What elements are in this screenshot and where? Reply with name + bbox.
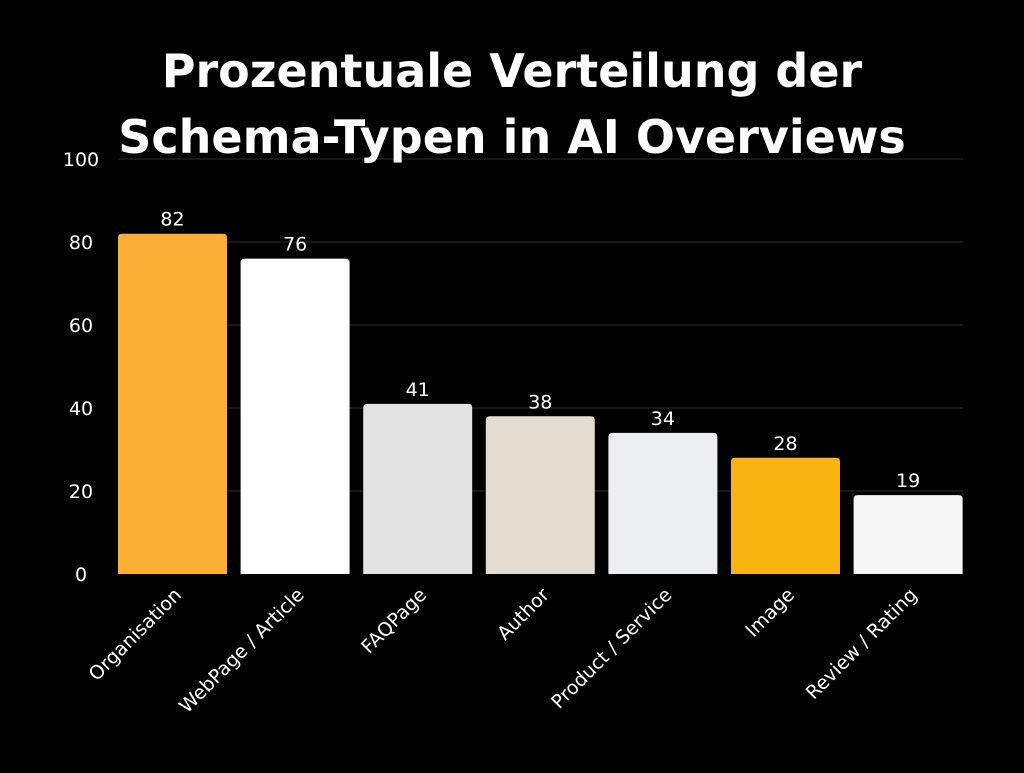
bar-webpage-article (240, 258, 350, 574)
category-label-image: Image (741, 584, 799, 642)
data-label-webpage-article: 76 (283, 234, 307, 256)
y-tick-label-60: 60 (69, 315, 93, 337)
data-label-image: 28 (773, 433, 797, 455)
category-label-webpage-article: WebPage / Article (175, 584, 309, 718)
category-label-review-rating: Review / Rating (802, 584, 922, 704)
bars (118, 233, 963, 574)
y-tick-label-0: 0 (75, 564, 87, 586)
bar-organisation (118, 233, 227, 574)
data-label-product-service: 34 (651, 408, 675, 430)
bar-author (485, 416, 595, 574)
y-tick-label-100: 100 (63, 149, 99, 171)
y-tick-label-40: 40 (69, 398, 93, 420)
data-label-author: 38 (528, 391, 552, 413)
data-labels: 82 76 41 38 34 28 19 (160, 209, 920, 492)
data-label-review-rating: 19 (896, 470, 920, 492)
y-tick-label-20: 20 (69, 481, 93, 503)
category-label-organisation: Organisation (85, 584, 186, 685)
category-label-product-service: Product / Service (547, 584, 676, 713)
bar-image (731, 457, 840, 574)
data-label-faqpage: 41 (406, 379, 430, 401)
category-label-faqpage: FAQPage (357, 584, 431, 658)
data-label-organisation: 82 (160, 209, 184, 231)
bar-faqpage (363, 403, 473, 574)
bar-product-service (608, 432, 718, 574)
bar-review-rating (853, 495, 963, 574)
chart-title-line-2: Schema-Typen in AI Overviews (118, 110, 906, 164)
category-label-author: Author (493, 584, 554, 645)
chart-title-line-1: Prozentuale Verteilung der (161, 44, 863, 98)
chart-title: Prozentuale Verteilung der Schema-Typen … (0, 38, 1024, 170)
y-axis-ticks: 0 20 40 60 80 100 (63, 149, 99, 586)
y-tick-label-80: 80 (69, 232, 93, 254)
